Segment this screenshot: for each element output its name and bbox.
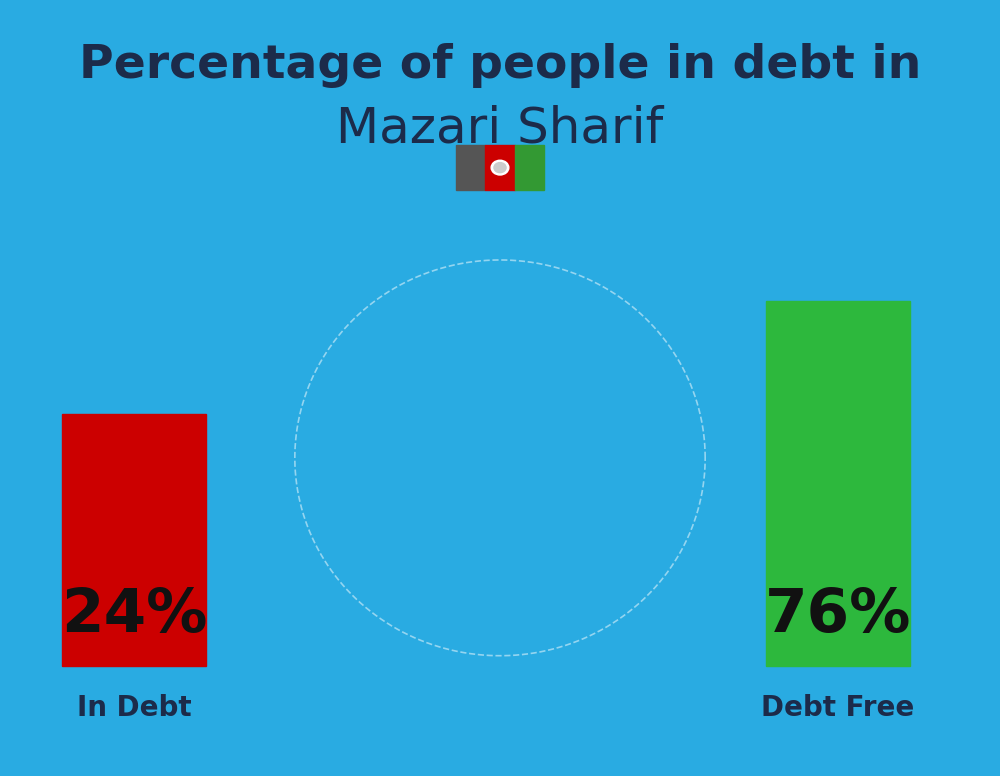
Text: Percentage of people in debt in: Percentage of people in debt in: [79, 43, 921, 88]
Text: 76%: 76%: [765, 586, 911, 645]
Bar: [515, 145, 544, 190]
Text: Mazari Sharif: Mazari Sharif: [336, 104, 664, 152]
Bar: [485, 145, 515, 190]
Text: Debt Free: Debt Free: [761, 695, 915, 722]
Circle shape: [491, 161, 509, 175]
Bar: [766, 301, 910, 666]
Bar: [456, 145, 485, 190]
Circle shape: [494, 163, 506, 172]
Bar: [62, 414, 206, 666]
Text: 24%: 24%: [61, 586, 207, 645]
Text: In Debt: In Debt: [77, 695, 191, 722]
